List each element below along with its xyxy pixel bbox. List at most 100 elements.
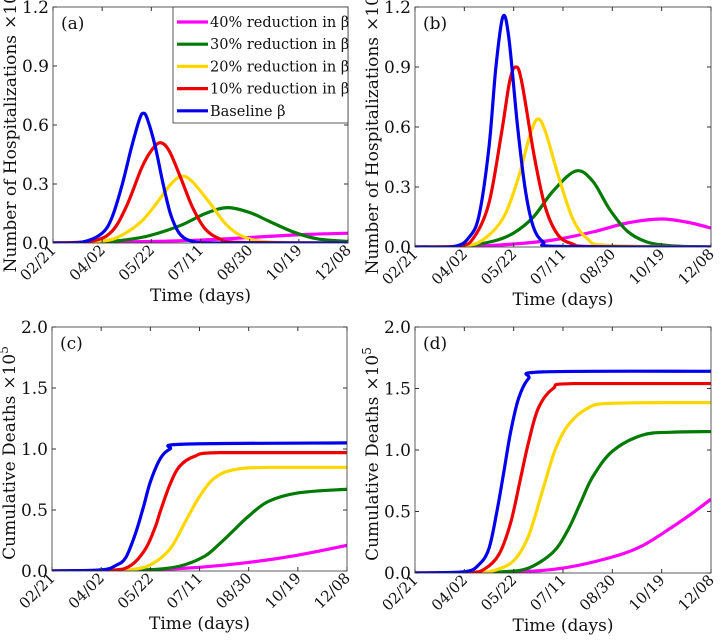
legend-label: 30% reduction in β	[210, 37, 349, 53]
series-line	[52, 465, 347, 571]
y-tick-label: 1.5	[384, 380, 411, 400]
x-tick-label: 08/30	[213, 241, 256, 284]
x-tick-label: 04/02	[428, 571, 471, 614]
legend-label: 20% reduction in β	[210, 59, 349, 75]
y-axis-label: Number of Hospitalizations×105	[0, 0, 21, 273]
y-tick-label: 0.0	[384, 564, 411, 584]
series-line	[415, 217, 711, 247]
x-tick-label: 07/11	[527, 245, 570, 288]
series-line	[53, 141, 348, 243]
plot-frame	[51, 326, 348, 572]
legend-label: 10% reduction in β	[210, 82, 349, 98]
panel-label: (a)	[61, 14, 84, 34]
x-tick-label: 04/02	[65, 569, 108, 612]
legend-item: 30% reduction in β	[177, 37, 349, 53]
x-tick-label: 05/22	[477, 571, 520, 614]
x-tick-label: 08/30	[576, 571, 619, 614]
x-axis-label: Time (days)	[513, 616, 614, 636]
y-tick-label: 0.9	[22, 57, 49, 77]
panel-d: 0.00.51.01.52.002/21 04/02 05/22 07/11 08/30…	[360, 318, 718, 636]
legend-item: 10% reduction in β	[177, 82, 349, 98]
y-axis-scale: ×10	[0, 354, 20, 390]
series-line	[415, 401, 711, 573]
y-axis-label-text: Number of Hospitalizations	[363, 37, 383, 275]
y-tick-label: 2.0	[384, 318, 411, 338]
legend-item: 40% reduction in β	[177, 15, 349, 31]
legend-item: Baseline β	[177, 104, 286, 120]
series-line	[415, 65, 711, 247]
x-tick-label: 12/08	[312, 241, 355, 284]
x-tick-label: 10/19	[625, 571, 668, 614]
panel-label: (b)	[423, 14, 447, 34]
y-tick-label: 0.6	[22, 116, 49, 136]
y-axis-scale: ×10	[363, 0, 383, 31]
plot-frame	[414, 6, 712, 248]
panel-label: (d)	[423, 334, 447, 354]
y-axis-scale: ×10	[363, 355, 383, 391]
legend: 40% reduction in β 30% reduction in β 20% …	[172, 6, 349, 124]
y-tick-label: 0.6	[384, 118, 411, 138]
x-tick-label: 07/11	[164, 241, 207, 284]
x-tick-label: 05/22	[114, 569, 157, 612]
y-tick-label: 0.3	[384, 178, 411, 198]
series-line	[415, 429, 711, 573]
x-tick-label: 05/22	[477, 245, 520, 288]
series-line	[415, 381, 711, 573]
y-tick-label: 0.0	[21, 562, 48, 582]
x-tick-label: 12/08	[675, 245, 718, 288]
y-tick-label: 0.0	[384, 238, 411, 258]
y-axis-exponent: 5	[0, 346, 11, 354]
series-line	[52, 451, 347, 571]
x-tick-label: 05/22	[115, 241, 158, 284]
x-tick-label: 10/19	[625, 245, 668, 288]
y-tick-label: 1.5	[21, 379, 48, 399]
y-tick-label: 0.0	[22, 234, 49, 254]
x-tick-label: 08/30	[576, 245, 619, 288]
panel-label: (c)	[60, 334, 83, 354]
y-axis-scale: ×10	[1, 0, 21, 29]
y-axis-label: Number of Hospitalizations×105	[360, 0, 383, 275]
x-tick-label: 07/11	[527, 571, 570, 614]
series-line	[53, 111, 348, 243]
series-line	[52, 441, 347, 571]
series-line	[415, 13, 711, 247]
x-axis-label: Time (days)	[149, 614, 250, 634]
y-tick-label: 0.9	[384, 58, 411, 78]
x-tick-label: 04/02	[66, 241, 109, 284]
x-axis-label: Time (days)	[150, 286, 251, 306]
y-tick-label: 2.0	[21, 318, 48, 338]
y-tick-label: 0.5	[21, 501, 48, 521]
x-tick-label: 08/30	[212, 569, 255, 612]
y-tick-label: 1.2	[384, 0, 411, 18]
y-tick-label: 1.0	[384, 441, 411, 461]
y-axis-label-text: Cumulative Deaths	[0, 396, 20, 560]
x-axis-label: Time (days)	[513, 290, 614, 310]
series-line	[415, 117, 711, 247]
legend-item: 20% reduction in β	[177, 59, 349, 75]
series-line	[53, 174, 348, 243]
panel-a: 0.00.30.60.91.202/21 04/02 05/22 07/11 08/30…	[0, 0, 355, 306]
panel-c: 0.00.51.01.52.002/21 04/02 05/22 07/11 08/30…	[0, 318, 354, 634]
y-tick-label: 1.0	[21, 440, 48, 460]
series-line	[52, 487, 347, 571]
y-axis-label-text: Cumulative Deaths	[363, 397, 383, 561]
panel-b: 0.00.30.60.91.202/21 04/02 05/22 07/11 08/30…	[360, 0, 718, 310]
x-tick-label: 12/08	[311, 569, 354, 612]
x-tick-label: 10/19	[262, 241, 305, 284]
y-axis-label: Cumulative Deaths ×105	[360, 347, 383, 561]
y-axis-exponent: 5	[360, 347, 374, 355]
x-tick-label: 10/19	[261, 569, 304, 612]
y-tick-label: 1.2	[22, 0, 49, 18]
y-axis-label-text: Number of Hospitalizations	[1, 35, 21, 273]
series-line	[415, 169, 711, 247]
x-tick-label: 04/02	[428, 245, 471, 288]
y-tick-label: 0.5	[384, 503, 411, 523]
x-tick-label: 07/11	[163, 569, 206, 612]
series-line	[415, 369, 711, 573]
legend-label: Baseline β	[210, 104, 286, 120]
x-tick-label: 12/08	[675, 571, 718, 614]
legend-label: 40% reduction in β	[210, 15, 349, 31]
y-axis-label: Cumulative Deaths ×105	[0, 346, 20, 560]
y-tick-label: 0.3	[22, 175, 49, 195]
